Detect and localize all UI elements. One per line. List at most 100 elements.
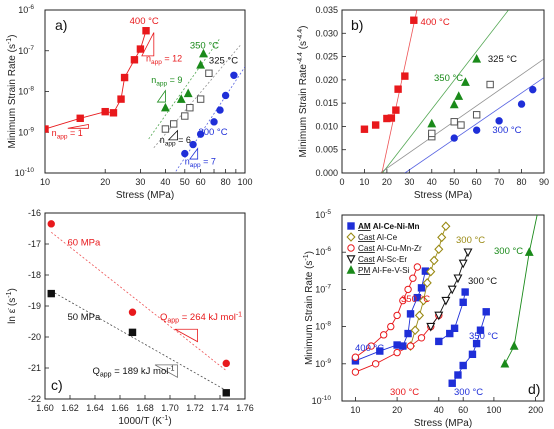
data-point [458, 259, 468, 269]
annotation-label: 300 °C [456, 235, 485, 246]
panel-label: a) [55, 17, 67, 33]
data-point [409, 274, 417, 282]
data-point [394, 85, 402, 93]
y-tick-label: -16 [28, 208, 41, 218]
annotation-label: 350 °C [190, 40, 219, 51]
data-point [429, 255, 439, 266]
data-point [524, 247, 534, 256]
data-point [529, 85, 537, 94]
fit-line [404, 77, 544, 173]
y-tick-label: 0.010 [315, 121, 338, 131]
x-tick-label: 50 [180, 177, 190, 187]
data-point [183, 88, 193, 98]
data-point [216, 106, 224, 114]
data-point [406, 342, 415, 350]
annotation-label: napp = 6 [160, 135, 191, 148]
x-tick-label: 1.64 [86, 403, 104, 413]
data-point [441, 221, 451, 231]
data-point [535, 205, 542, 212]
series-line [410, 226, 447, 347]
y-tick-label: 10-7 [315, 283, 331, 294]
x-tick-label: 80 [517, 177, 527, 187]
legend-label: AM Al-Ce-Ni-Mn [358, 222, 420, 231]
series-line [45, 30, 147, 130]
y-tick-label: 10-6 [315, 246, 331, 257]
annotation-label: napp = 1 [52, 128, 83, 141]
x-tick-label: 1.68 [136, 403, 154, 413]
y-tick-label: -18 [28, 270, 41, 280]
legend-marker [346, 265, 356, 274]
data-point [360, 125, 369, 133]
x-tick-label: 40 [160, 177, 170, 187]
fit-lines [379, 10, 544, 173]
data-point [468, 350, 477, 359]
x-tick-label: 0 [339, 177, 344, 187]
x-tick-label: 50 [449, 177, 459, 187]
data-point [404, 285, 412, 294]
data-point [181, 149, 189, 158]
data-point [401, 72, 409, 80]
data-point [441, 296, 451, 306]
y-tick-label: -22 [28, 394, 41, 404]
legend-label: Cast Al-Ce [358, 233, 398, 242]
x-tick-label: 10 [40, 177, 50, 187]
data-point [387, 322, 395, 331]
annotation-label: 400 °C [130, 16, 159, 27]
data-point [482, 308, 490, 316]
slope-triangle [154, 364, 178, 378]
data-point [410, 325, 420, 336]
data-point [461, 288, 469, 296]
data-point [417, 334, 426, 342]
annotation-label: napp = 7 [185, 157, 216, 170]
data-point [472, 54, 482, 63]
data-point [417, 284, 426, 292]
y-axis-label: Minimum Strain Rate (s-1) [6, 34, 18, 148]
data-point [454, 91, 464, 100]
data-point [435, 337, 443, 346]
data-point [454, 371, 462, 379]
data-point [379, 331, 388, 339]
data-point [428, 129, 436, 138]
data-point [101, 107, 109, 116]
y-tick-label: 10-9 [18, 126, 34, 137]
y-tick-label: 10-10 [15, 167, 35, 178]
annotation-label: 300 °C [390, 387, 419, 398]
data-point [222, 359, 230, 368]
data-point [449, 99, 459, 109]
x-tick-label: 200 [528, 405, 543, 415]
series-points [45, 27, 238, 158]
x-tick-label: 60 [196, 177, 206, 187]
series-line [504, 215, 538, 365]
x-tick-label: 1.66 [111, 403, 129, 413]
data-point [371, 360, 380, 368]
data-point [427, 118, 437, 128]
annotation-label: 350 °C [469, 331, 498, 342]
data-point [476, 326, 485, 334]
x-tick-label: 80 [221, 177, 231, 187]
annotation-label: 350 °C [401, 294, 430, 305]
slope-triangle [167, 129, 178, 141]
x-tick-label: 1.76 [236, 403, 254, 413]
y-tick-label: 10-5 [315, 209, 331, 220]
y-tick-label: 10-8 [18, 86, 34, 97]
panel-label: c) [51, 377, 63, 393]
fit-line [382, 10, 510, 173]
fit-line [51, 290, 227, 391]
x-axis-label: Stress (MPa) [116, 190, 174, 201]
data-point [406, 310, 415, 318]
data-point [486, 80, 494, 89]
data-point [472, 111, 481, 119]
data-point [392, 106, 400, 114]
data-point [45, 125, 49, 133]
fit-line [148, 38, 221, 140]
x-tick-label: 40 [434, 405, 444, 415]
data-point [161, 125, 170, 133]
annotation-label: 50 MPa [68, 312, 101, 323]
data-point [463, 248, 473, 258]
annotation-label: 325 °C [209, 56, 238, 67]
data-point [136, 45, 145, 53]
x-tick-label: 90 [539, 177, 549, 187]
panel-label: b) [351, 17, 363, 33]
data-point [422, 278, 432, 288]
data-point [189, 140, 197, 149]
